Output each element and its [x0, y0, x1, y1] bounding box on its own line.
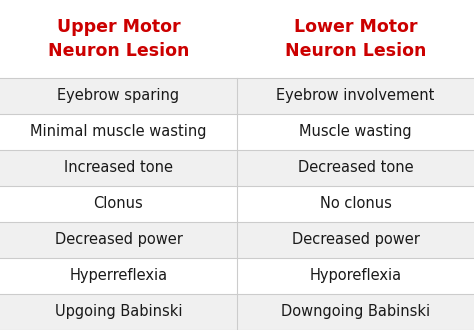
Text: Downgoing Babinski: Downgoing Babinski [281, 305, 430, 319]
Text: Decreased power: Decreased power [292, 232, 419, 248]
Bar [237, 294, 474, 330]
Text: Decreased tone: Decreased tone [298, 160, 413, 175]
Text: Hyperreflexia: Hyperreflexia [69, 268, 168, 283]
Bar [0, 258, 237, 294]
Text: Hyporeflexia: Hyporeflexia [310, 268, 401, 283]
Text: Increased tone: Increased tone [64, 160, 173, 175]
Bar [237, 222, 474, 258]
Bar [237, 150, 474, 186]
Bar [0, 294, 237, 330]
Text: Decreased power: Decreased power [55, 232, 182, 248]
Text: Minimal muscle wasting: Minimal muscle wasting [30, 124, 207, 139]
Text: Lower Motor
Neuron Lesion: Lower Motor Neuron Lesion [285, 18, 426, 60]
Text: Muscle wasting: Muscle wasting [299, 124, 412, 139]
Bar [237, 258, 474, 294]
Bar [237, 186, 474, 222]
Bar [0, 186, 237, 222]
Bar [0, 222, 237, 258]
Text: Eyebrow involvement: Eyebrow involvement [276, 88, 435, 103]
Bar [0, 78, 237, 114]
Text: Eyebrow sparing: Eyebrow sparing [57, 88, 180, 103]
Text: Upgoing Babinski: Upgoing Babinski [55, 305, 182, 319]
Text: No clonus: No clonus [319, 196, 392, 211]
Bar [237, 114, 474, 150]
Text: Clonus: Clonus [94, 196, 143, 211]
Text: Upper Motor
Neuron Lesion: Upper Motor Neuron Lesion [48, 18, 189, 60]
Bar [0, 150, 237, 186]
Bar [0, 114, 237, 150]
Bar [237, 78, 474, 114]
